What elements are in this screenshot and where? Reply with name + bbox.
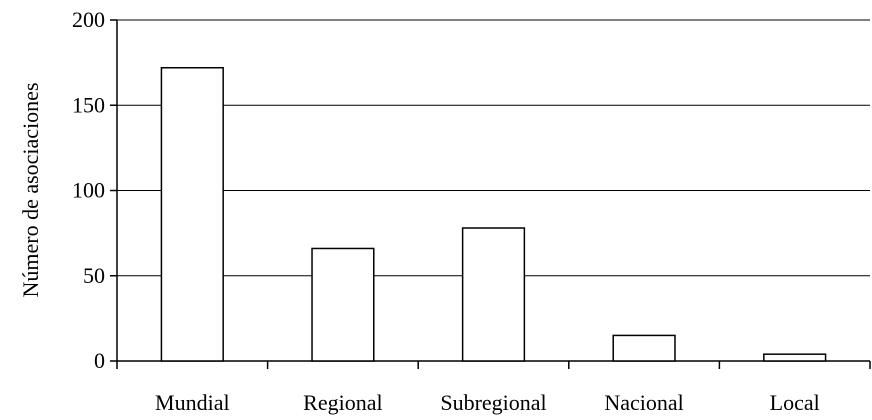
bar-nacional [612, 334, 676, 362]
bar-mundial [160, 66, 224, 362]
y-tick-labels: 0 50 100 150 200 [72, 7, 105, 373]
bars [160, 66, 827, 362]
x-category-label-mundial: Mundial [155, 390, 230, 415]
y-tick-label-2: 100 [72, 178, 105, 203]
y-tick-label-1: 50 [83, 263, 105, 288]
y-tick-label-3: 150 [72, 92, 105, 117]
x-category-label-nacional: Nacional [604, 390, 683, 415]
category-labels: Mundial Regional Subregional Nacional Local [155, 390, 820, 415]
bar-regional [311, 247, 375, 362]
y-axis-title: Número de asociaciones [18, 82, 43, 297]
bar-subregional [461, 227, 526, 362]
x-category-label-subregional: Subregional [440, 390, 546, 415]
bar-local [763, 353, 827, 362]
y-tick-label-0: 0 [94, 348, 105, 373]
x-category-label-regional: Regional [303, 390, 382, 415]
y-tick-label-4: 200 [72, 7, 105, 32]
x-category-label-local: Local [770, 390, 820, 415]
